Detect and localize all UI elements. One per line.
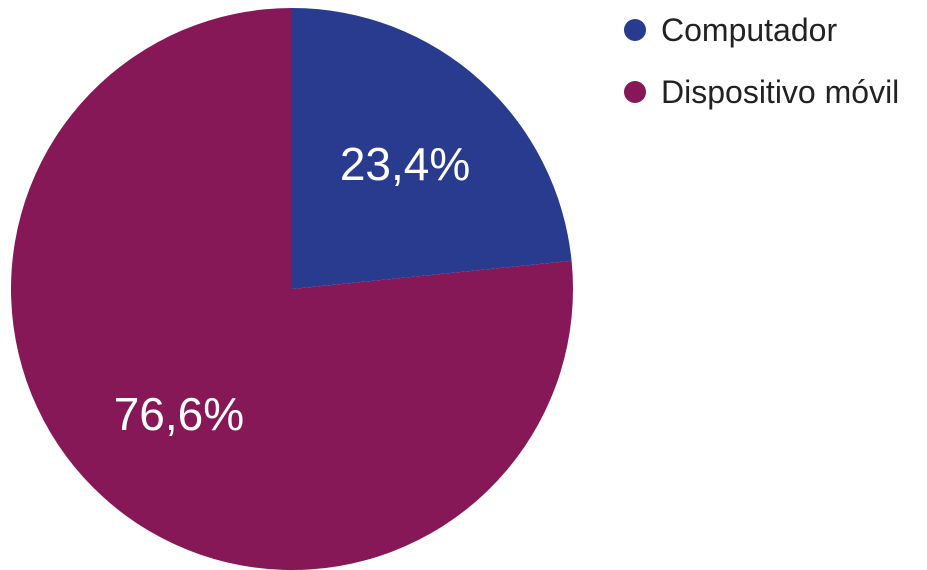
- pie-slice-dispositivo-movil: [11, 8, 574, 570]
- legend-label-dispositivo-movil: Dispositivo móvil: [661, 74, 899, 110]
- slice-label-dispositivo-movil: 76,6%: [114, 388, 244, 440]
- legend-label-computador: Computador: [661, 12, 837, 48]
- pie-slices: [11, 8, 574, 570]
- pie-slice-computador: [292, 8, 572, 289]
- legend: Computador Dispositivo móvil: [624, 12, 899, 110]
- slice-label-computador: 23,4%: [340, 138, 470, 190]
- slice-labels: 23,4% 76,6%: [114, 138, 471, 440]
- legend-marker-dispositivo-movil: [624, 81, 646, 103]
- legend-marker-computador: [624, 19, 646, 41]
